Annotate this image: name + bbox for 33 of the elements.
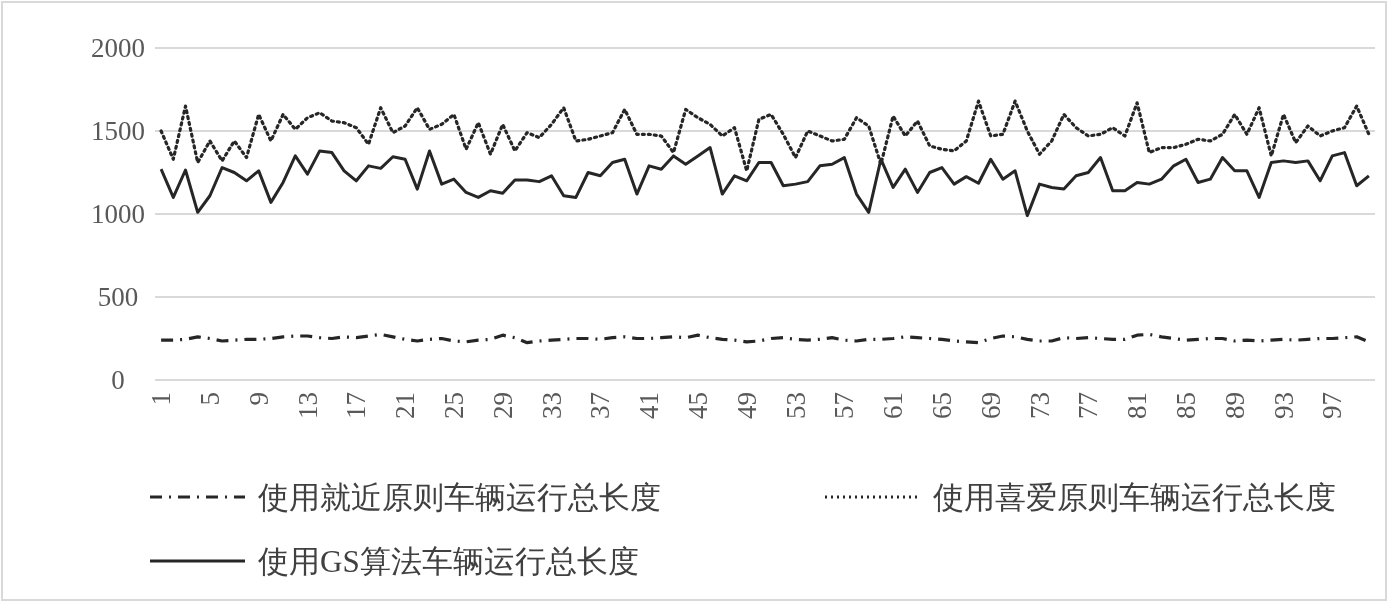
x-tick-label: 49 bbox=[731, 392, 762, 419]
x-tick-label: 45 bbox=[682, 392, 713, 419]
x-tick-label: 17 bbox=[341, 392, 372, 419]
x-tick-label: 61 bbox=[878, 392, 909, 419]
x-tick-label: 53 bbox=[780, 392, 811, 419]
x-tick-label: 13 bbox=[292, 392, 323, 419]
x-tick-label: 89 bbox=[1219, 392, 1250, 419]
legend-label: 使用喜爱原则车辆运行总长度 bbox=[933, 480, 1336, 515]
y-tick-label: 1000 bbox=[91, 199, 145, 229]
y-tick-label: 0 bbox=[111, 365, 125, 395]
x-tick-label: 65 bbox=[926, 392, 957, 419]
x-tick-label: 73 bbox=[1024, 392, 1055, 419]
x-tick-label: 81 bbox=[1122, 392, 1153, 419]
x-tick-label: 9 bbox=[243, 392, 274, 406]
x-tick-label: 93 bbox=[1268, 392, 1299, 419]
y-tick-label: 2000 bbox=[91, 33, 145, 63]
x-tick-label: 29 bbox=[487, 392, 518, 419]
x-tick-label: 21 bbox=[390, 392, 421, 419]
y-tick-label: 1500 bbox=[91, 116, 145, 146]
legend-label: 使用就近原则车辆运行总长度 bbox=[258, 480, 661, 515]
x-tick-label: 25 bbox=[438, 392, 469, 419]
x-tick-label: 41 bbox=[634, 392, 665, 419]
x-tick-label: 33 bbox=[536, 392, 567, 419]
x-tick-label: 77 bbox=[1073, 392, 1104, 419]
y-tick-label: 500 bbox=[97, 282, 139, 312]
x-tick-label: 57 bbox=[829, 392, 860, 419]
x-tick-label: 97 bbox=[1317, 392, 1348, 419]
x-tick-label: 5 bbox=[194, 392, 225, 406]
x-tick-label: 69 bbox=[975, 392, 1006, 419]
legend-label: 使用GS算法车辆运行总长度 bbox=[258, 544, 639, 579]
x-tick-label: 1 bbox=[146, 392, 177, 406]
x-tick-label: 37 bbox=[585, 392, 616, 419]
x-tick-label: 85 bbox=[1170, 392, 1201, 419]
